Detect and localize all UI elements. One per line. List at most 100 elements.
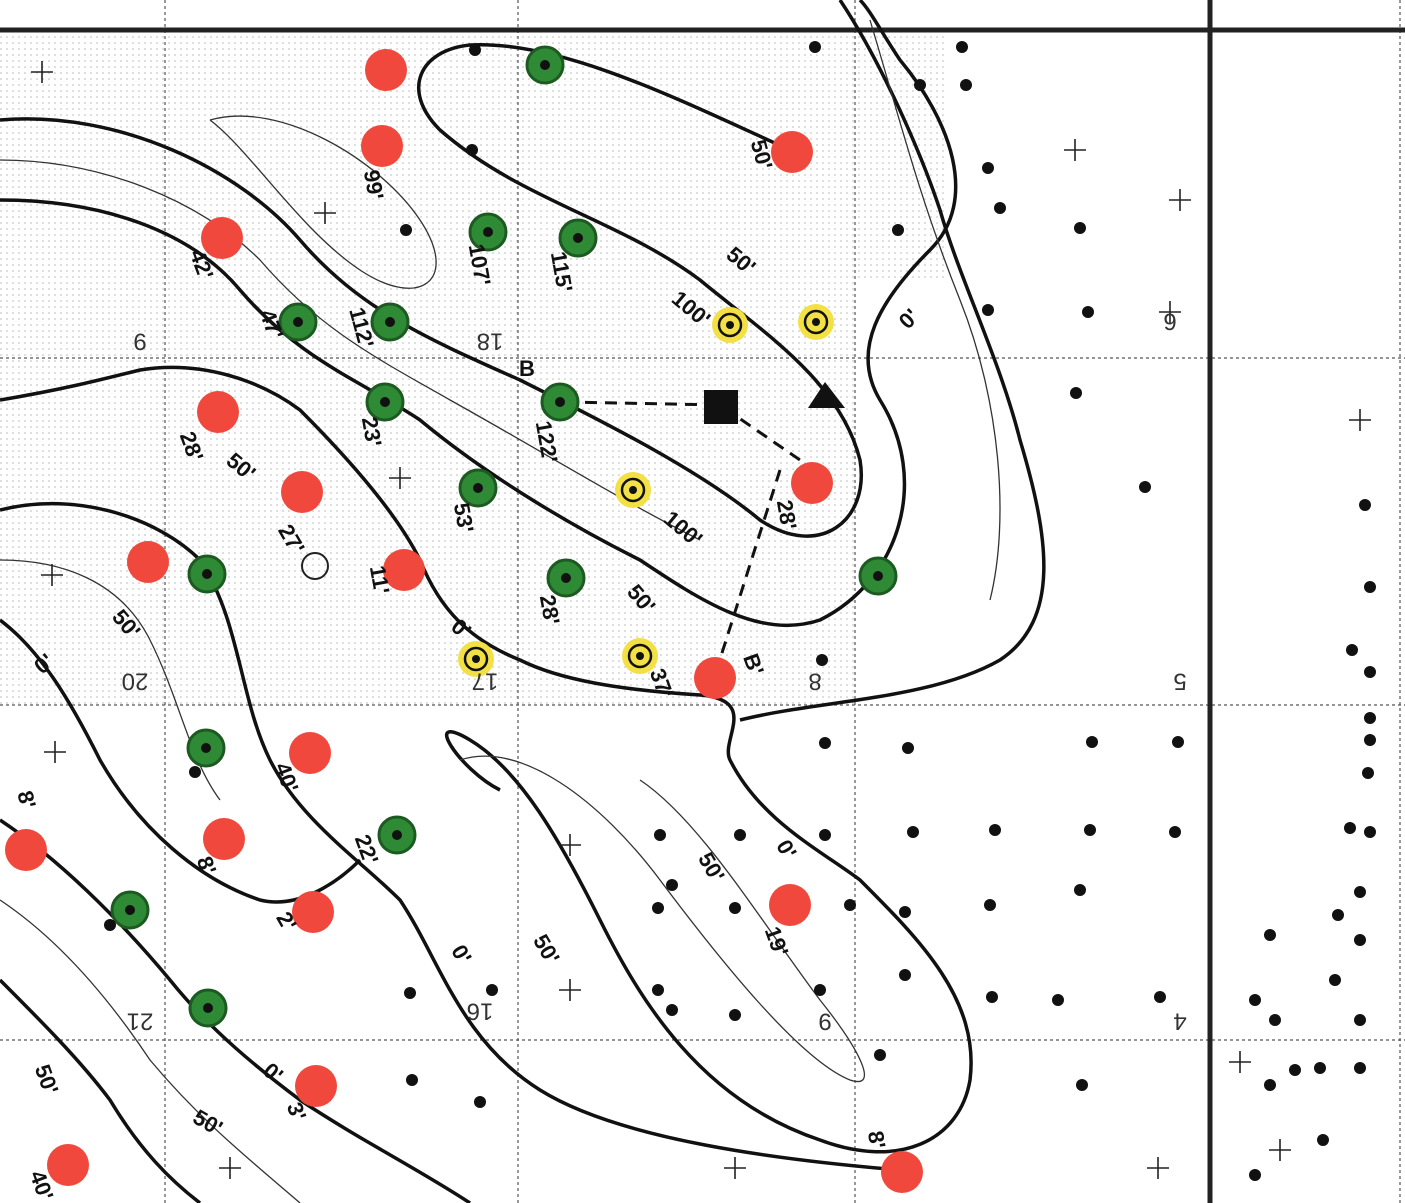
- producing-well: [187, 554, 227, 594]
- well-core: [873, 571, 883, 581]
- well-dot: [1172, 736, 1184, 748]
- location-symbol: [31, 61, 53, 83]
- well-core: [473, 483, 483, 493]
- well-dot: [984, 899, 996, 911]
- well-core: [202, 569, 212, 579]
- map-label: 21: [127, 1008, 154, 1035]
- location-symbol: [1269, 1139, 1291, 1161]
- dry-hole-well: [203, 818, 245, 860]
- well-core: [385, 317, 395, 327]
- well-dot: [874, 1049, 886, 1061]
- dry-hole-well: [197, 391, 239, 433]
- producing-well: [110, 890, 150, 930]
- well-dot: [666, 879, 678, 891]
- well-core: [540, 60, 550, 70]
- well-dot: [892, 224, 904, 236]
- well-core: [812, 318, 820, 326]
- map-label: 53': [449, 501, 479, 535]
- well-dot: [1364, 826, 1376, 838]
- well-dot: [1362, 767, 1374, 779]
- well-dot: [466, 144, 478, 156]
- well-core: [472, 655, 480, 663]
- producing-well: [365, 382, 405, 422]
- well-dot: [1082, 306, 1094, 318]
- well-dot: [907, 826, 919, 838]
- well-dot: [469, 44, 481, 56]
- well-dot: [814, 984, 826, 996]
- well-dot: [404, 987, 416, 999]
- well-dot: [982, 304, 994, 316]
- well-dot: [486, 984, 498, 996]
- well-dot: [1264, 929, 1276, 941]
- test-well: [615, 472, 651, 508]
- well-core: [392, 830, 402, 840]
- dry-hole-well: [47, 1144, 89, 1186]
- map-label: 11': [365, 564, 395, 596]
- map-label: 8': [12, 788, 41, 811]
- well-dot: [1354, 886, 1366, 898]
- well-dot: [729, 1009, 741, 1021]
- well-dot: [899, 906, 911, 918]
- well-dot: [1359, 499, 1371, 511]
- map-label: 20: [122, 668, 149, 695]
- dry-hole-well: [771, 131, 813, 173]
- location-symbol: [1147, 1157, 1169, 1179]
- well-dot: [994, 202, 1006, 214]
- test-well: [622, 638, 658, 674]
- dry-hole-well: [365, 49, 407, 91]
- location-symbol: [41, 564, 63, 586]
- well-core: [555, 397, 565, 407]
- well-dot: [474, 1096, 486, 1108]
- map-label: 6: [1163, 308, 1176, 335]
- map-label: 5: [1173, 668, 1186, 695]
- location-symbol: [1229, 1051, 1251, 1073]
- map-label: 8: [808, 668, 821, 695]
- well-dot: [1070, 387, 1082, 399]
- location-symbol: [1349, 409, 1371, 431]
- well-core: [629, 486, 637, 494]
- well-dot: [1074, 884, 1086, 896]
- well-dot: [982, 162, 994, 174]
- well-dot: [809, 41, 821, 53]
- well-dot: [400, 224, 412, 236]
- well-dot: [1346, 644, 1358, 656]
- well-dot: [956, 41, 968, 53]
- map-label: 23': [357, 415, 387, 449]
- map-label: 9: [133, 328, 146, 355]
- dry-hole-well: [694, 657, 736, 699]
- well-core: [561, 573, 571, 583]
- well-core: [125, 905, 135, 915]
- location-symbol: [1159, 301, 1181, 323]
- producing-well: [186, 728, 226, 768]
- dry-hole-well: [127, 541, 169, 583]
- dry-hole-well: [769, 884, 811, 926]
- well-dot: [816, 654, 828, 666]
- dry-hole-well: [295, 1065, 337, 1107]
- map-label: 8': [863, 1129, 891, 1151]
- well-dot: [1314, 1062, 1326, 1074]
- producing-well: [558, 218, 598, 258]
- well-core: [293, 317, 303, 327]
- well-dot: [914, 79, 926, 91]
- well-dot: [1249, 994, 1261, 1006]
- well-dot: [1074, 222, 1086, 234]
- well-dot: [1269, 1014, 1281, 1026]
- producing-well: [458, 468, 498, 508]
- well-dot: [1264, 1079, 1276, 1091]
- well-dot: [406, 1074, 418, 1086]
- dry-hole-well: [361, 125, 403, 167]
- well-dot: [1076, 1079, 1088, 1091]
- well-ring-inner: [803, 309, 829, 335]
- well-dot: [1364, 734, 1376, 746]
- well-dot: [1086, 736, 1098, 748]
- well-core: [573, 233, 583, 243]
- well-dot: [1344, 822, 1356, 834]
- well-dot: [652, 984, 664, 996]
- dry-hole-well: [289, 732, 331, 774]
- well-dot: [1364, 666, 1376, 678]
- dry-hole-well: [383, 549, 425, 591]
- test-well: [712, 307, 748, 343]
- stipple-areas: [0, 30, 945, 705]
- producing-well: [278, 302, 318, 342]
